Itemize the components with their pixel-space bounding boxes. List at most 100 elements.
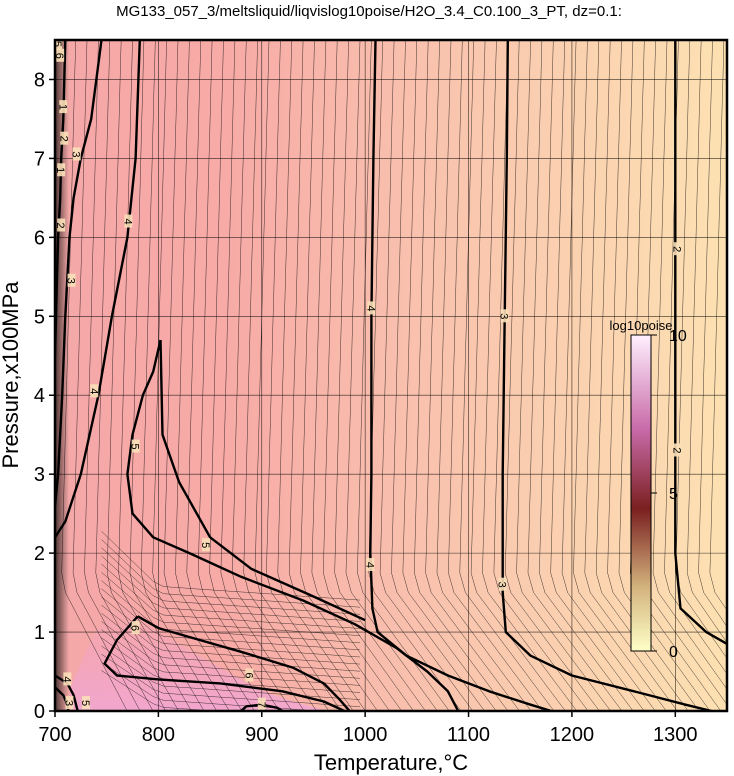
minor-contour (607, 40, 700, 711)
y-tick-label: 3 (34, 464, 45, 486)
contour-label-bg (59, 100, 68, 114)
minor-contour (618, 40, 711, 711)
contour-label: 1 (54, 167, 66, 173)
minor-contour (101, 613, 361, 672)
minor-contour (391, 40, 485, 711)
colorbar-gradient (630, 334, 652, 652)
y-tick-label: 1 (34, 622, 45, 644)
contour-label-bg (673, 242, 682, 256)
minor-contour (101, 629, 361, 686)
major-contour-5 (159, 339, 366, 622)
minor-contour (101, 547, 361, 615)
minor-contour (209, 40, 293, 711)
colorbar: log10poise 0 5 10 (610, 318, 687, 661)
minor-contour (266, 40, 354, 711)
y-tick-label: 8 (34, 69, 45, 91)
contour-label-bg (498, 577, 507, 591)
contour-label: 6 (129, 625, 141, 631)
x-tick-label: 1100 (447, 724, 490, 746)
minor-contour (101, 539, 361, 608)
contour-label: 6 (53, 53, 65, 59)
contour-label-bg (57, 163, 66, 177)
minor-contour (118, 40, 192, 711)
contour-label-bg (60, 131, 69, 145)
contour-label-bg (245, 668, 254, 682)
minor-contour (141, 40, 218, 711)
minor-contour (186, 40, 268, 711)
minor-contour (345, 40, 438, 711)
minor-contour (277, 40, 366, 711)
contour-label-bg (124, 214, 133, 228)
contour-label: 1 (56, 104, 68, 110)
minor-contour (573, 40, 667, 711)
contour-label: 2 (57, 136, 69, 142)
contour-label-bg (131, 439, 140, 453)
minor-contour (72, 40, 141, 711)
contour-label: 3 (65, 278, 77, 284)
contour-label: 7 (255, 702, 267, 708)
contour-label: 5 (199, 542, 211, 548)
contour-label: 2 (54, 222, 66, 228)
x-axis-label: Temperature,°C (314, 750, 468, 775)
major-contour-6 (137, 615, 351, 711)
minor-contour (323, 40, 414, 711)
major-contour-2 (674, 40, 727, 645)
x-tick-label: 1000 (343, 724, 388, 746)
colorbar-label: log10poise (610, 318, 673, 333)
minor-contour (163, 40, 243, 711)
contour-label: 5 (79, 700, 91, 706)
major-contour-4 (55, 674, 79, 711)
contour-label-bg (257, 697, 266, 711)
major-contour-3 (501, 40, 712, 711)
chart-title: MG133_057_3/meltsliquid/liqvislog10poise… (116, 3, 622, 20)
x-tick-label: 700 (38, 724, 71, 746)
minor-contour (595, 40, 689, 711)
minor-contour (686, 40, 727, 644)
minor-contour (516, 40, 611, 711)
minor-contour (101, 572, 361, 636)
x-tick-label: 900 (245, 724, 278, 746)
minor-contour (152, 40, 230, 711)
contour-label-bg (673, 443, 682, 457)
minor-contour (470, 40, 566, 711)
minor-contour (101, 670, 360, 711)
contour-label: 5 (51, 41, 63, 47)
contour-label: 3 (496, 582, 508, 588)
minor-contour (300, 40, 390, 711)
colorbar-tick-label: 5 (669, 486, 678, 503)
minor-contour (402, 40, 497, 711)
contour-label-bg (63, 672, 72, 686)
contour-label-bg (500, 309, 509, 323)
x-axis-ticks: 700 800 900 1000 1100 1200 1300 (38, 711, 698, 746)
y-tick-label: 5 (34, 306, 45, 328)
minor-contour-lines (61, 40, 727, 711)
major-contour-4 (369, 40, 552, 711)
major-contour-3 (55, 40, 103, 506)
contour-label: 5 (129, 443, 141, 449)
y-axis-ticks: 0 1 2 3 4 5 6 7 8 (34, 69, 55, 723)
contour-label-bg (367, 301, 376, 315)
contour-label: 4 (60, 676, 72, 682)
major-contour-5 (126, 339, 460, 711)
minor-contour (539, 40, 634, 711)
contour-label: 4 (364, 305, 376, 311)
contour-label-bg (65, 696, 74, 710)
x-tick-label: 1300 (653, 724, 698, 746)
minor-contour (101, 555, 361, 622)
y-tick-label: 0 (34, 701, 45, 723)
y-tick-label: 7 (34, 148, 45, 170)
x-tick-label: 1200 (550, 724, 595, 746)
contour-label: 4 (121, 219, 133, 225)
minor-contour (709, 40, 727, 611)
minor-contour (550, 40, 645, 711)
minor-contour (101, 645, 361, 700)
contour-label-bg (55, 40, 63, 50)
plot-frame (53, 38, 729, 713)
minor-contour (175, 40, 255, 711)
minor-contour (652, 40, 727, 690)
contour-label-bg (82, 696, 91, 710)
minor-contour (675, 40, 727, 659)
minor-contour (414, 40, 509, 711)
